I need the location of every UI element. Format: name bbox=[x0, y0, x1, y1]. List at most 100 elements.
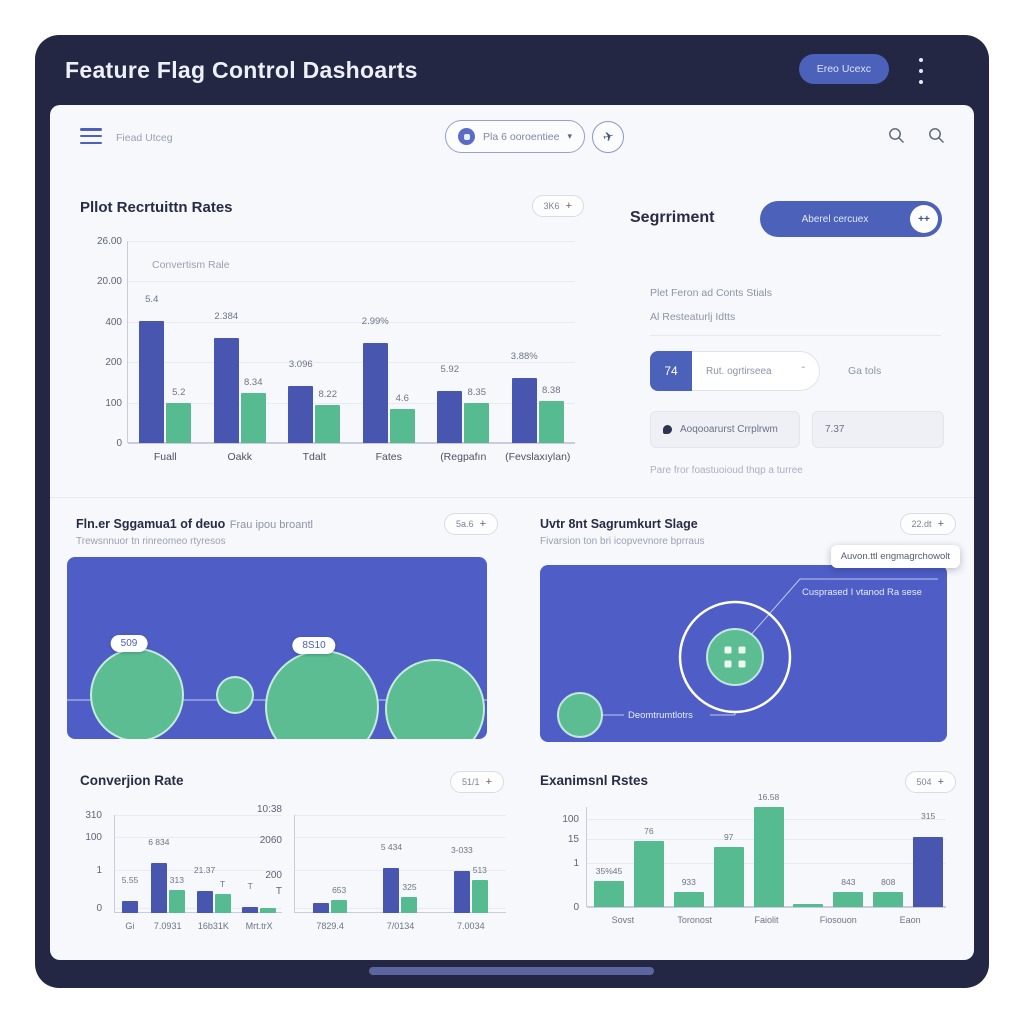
panel-stage-title: Uvtr 8nt Sagrumkurt Slage bbox=[540, 517, 698, 531]
bubble bbox=[385, 659, 485, 739]
section-divider bbox=[50, 497, 974, 498]
recruitment-chart: 5.4 5.2 Fuall 2.384 8.34 Oakk 3.096 8.22 Tdalt 2.… bbox=[97, 236, 575, 463]
bar-green bbox=[315, 405, 341, 443]
hamburger-menu-icon[interactable] bbox=[80, 128, 102, 144]
experiment-caption: Pare fror foastuoioud thqp a turree bbox=[650, 465, 803, 476]
experiment-cta-button[interactable]: Aberel cercuex ++ bbox=[760, 201, 942, 237]
bar-group: 3.88% 8.38 (Fevslaxıylan) bbox=[505, 241, 570, 463]
bubble bbox=[216, 676, 254, 714]
input2-value: 7.37 bbox=[825, 424, 845, 435]
bar-green bbox=[673, 892, 704, 907]
grid-icon bbox=[738, 660, 746, 668]
bar-groups: 5.4 5.2 Fuall 2.384 8.34 Oakk 3.096 8.22 Tdalt 2.… bbox=[128, 241, 575, 463]
panel-conversion-badge[interactable]: 51/1 + bbox=[450, 771, 504, 793]
y-tick: 1 bbox=[573, 858, 579, 869]
badge-text: 22.dt bbox=[911, 519, 932, 529]
bar-group: 2.99% 4.6 Fates bbox=[357, 241, 421, 463]
panel-stage-subtitle: Fivarsion ton bri icopvevnore bprraus bbox=[540, 536, 705, 547]
bar-value-label: 2.384 bbox=[214, 311, 239, 322]
bar-value-label: T bbox=[219, 879, 226, 889]
y-tick: 2060 bbox=[259, 835, 282, 846]
y-tick: 15 bbox=[567, 834, 579, 845]
y-tick: 0 bbox=[96, 903, 102, 914]
grid-icon bbox=[724, 646, 732, 654]
content-card: Fiead Utceg Pla 6 ooroentiee ▾ ✈ Pllot R… bbox=[50, 105, 974, 960]
bar-group: 97 bbox=[707, 807, 747, 907]
bar-green bbox=[713, 847, 744, 907]
bubble-value-tag: 509 bbox=[110, 635, 148, 652]
bar-blue bbox=[150, 863, 167, 913]
panel-rates-badge[interactable]: 504 + bbox=[904, 771, 956, 793]
overflow-menu-icon[interactable] bbox=[917, 58, 925, 84]
bar-group: 5.55 Gi bbox=[115, 815, 145, 931]
bar-group: 2.384 8.34 Oakk bbox=[208, 241, 272, 463]
count-stepper[interactable]: 74 Rut. ogrtirseea ˆ bbox=[650, 351, 820, 391]
y-tick: 310 bbox=[85, 810, 102, 821]
bar-value-label: 933 bbox=[681, 877, 696, 887]
aside-label: Ga tols bbox=[848, 365, 882, 377]
experiment-line1: Plet Feron ad Conts Stials bbox=[650, 287, 772, 299]
bar-green bbox=[793, 904, 824, 907]
gridline bbox=[115, 815, 282, 816]
panel-recruitment-title: Pllot Recrtuittn Rates bbox=[80, 199, 233, 216]
bar-value-label: 35%45 bbox=[595, 866, 623, 876]
y-tick: 1 bbox=[96, 865, 102, 876]
gridline bbox=[128, 403, 575, 404]
bar-value-label: 5.92 bbox=[440, 364, 460, 375]
experiment-input-2[interactable]: 7.37 bbox=[812, 411, 944, 448]
send-button[interactable]: ✈ bbox=[592, 121, 624, 153]
bar-green bbox=[464, 403, 490, 443]
panel-rates: Exanimsnl Rstes 504 + 35%45 76 933 97 16.58 84… bbox=[530, 765, 966, 957]
conversion-left-axis: 310 100 1 0 bbox=[72, 810, 108, 914]
baseline bbox=[128, 442, 575, 443]
panel-recruitment-badge[interactable]: 3K6 + bbox=[531, 195, 584, 217]
y-tick: 0 bbox=[116, 438, 122, 449]
gridline bbox=[128, 281, 575, 282]
x-axis-label: 7829.4 bbox=[316, 921, 344, 931]
y-tick: 400 bbox=[105, 317, 122, 328]
bar-value-label: 808 bbox=[881, 877, 896, 887]
bar-green bbox=[594, 881, 624, 907]
conversion-chart-a: 5.55 Gi 6 834 313 7.0931 21.37 T 16b31K T Mrt.trX bbox=[114, 815, 282, 931]
bar-value-label: 5.55 bbox=[121, 875, 139, 885]
x-axis-label: Sovst bbox=[611, 915, 635, 925]
bar-value-label: 315 bbox=[921, 811, 936, 821]
cta-label: Aberel cercuex bbox=[801, 213, 869, 225]
panel-conversion-title: Converjion Rate bbox=[80, 773, 184, 788]
user-button[interactable]: Ereo Ucexc bbox=[798, 54, 889, 84]
x-axis-label: Mrt.trX bbox=[245, 921, 273, 931]
x-axis-label: (Regpafın bbox=[440, 451, 487, 463]
search-icon-2[interactable] bbox=[928, 127, 945, 144]
bar-value-label: 21.37 bbox=[193, 865, 216, 875]
panel-bubbles-badge[interactable]: 5a.6 + bbox=[444, 513, 498, 535]
bar-group: 3.096 8.22 Tdalt bbox=[282, 241, 346, 463]
panel-bubbles-subtitle: Trewsnnuor tn rinreomeo rtyresos bbox=[76, 536, 226, 547]
stepper-dropdown[interactable]: Rut. ogrtirseea ˆ bbox=[692, 351, 820, 391]
bar-green bbox=[833, 892, 864, 907]
bubble-chart: 509 8S10 bbox=[67, 557, 487, 739]
panel-stage-header: Uvtr 8nt Sagrumkurt Slage Fivarsion ton … bbox=[540, 515, 705, 547]
gridline bbox=[128, 322, 575, 323]
app-window: Feature Flag Control Dashoarts Ereo Ucex… bbox=[35, 35, 989, 988]
search-icon[interactable] bbox=[888, 127, 905, 144]
x-axis-label: 7.0931 bbox=[153, 921, 182, 931]
panel-stage-badge[interactable]: 22.dt + bbox=[899, 513, 956, 535]
experiment-input-1[interactable]: Aoqooarurst Crrplrwm bbox=[650, 411, 800, 448]
x-axis-label: Fiosouon bbox=[819, 915, 857, 925]
panel-bubbles-title-rest: Frau ipou broantl bbox=[229, 519, 313, 531]
bar-blue bbox=[213, 338, 239, 443]
x-axis-label: Gi bbox=[125, 921, 135, 931]
filter-dropdown[interactable]: Pla 6 ooroentiee ▾ bbox=[445, 120, 586, 153]
annotation-line bbox=[748, 578, 801, 638]
input1-value: Aoqooarurst Crrplrwm bbox=[680, 424, 778, 435]
stage-tooltip: Auvon.ttl engmagrchowolt bbox=[830, 545, 960, 568]
bar-group: 6 834 313 7.0931 bbox=[145, 815, 191, 931]
bar-green bbox=[873, 892, 904, 907]
bar-group: 5.4 5.2 Fuall bbox=[133, 241, 197, 463]
x-axis-label: Tdalt bbox=[302, 451, 326, 463]
grid-icon bbox=[724, 660, 732, 668]
x-axis-label: 7.0034 bbox=[457, 921, 485, 931]
home-indicator[interactable] bbox=[369, 967, 654, 975]
bar-value-label: 4.6 bbox=[395, 393, 409, 404]
panel-experiment: Segrriment Aberel cercuex ++ Plet Feron … bbox=[610, 183, 966, 488]
